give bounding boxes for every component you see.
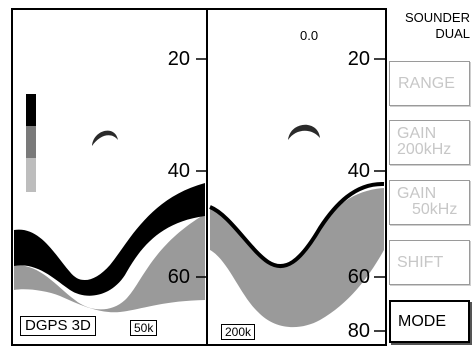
nav-status-badge: DGPS 3D <box>20 316 96 336</box>
right-depth-label-40: 40 <box>320 160 370 183</box>
mode-header-line1: SOUNDER <box>389 10 470 26</box>
right-depth-label-80: 80 <box>320 320 370 343</box>
left-depth-label-40: 40 <box>140 160 190 183</box>
gain-200khz-softkey-sublabel: 200kHz <box>397 142 451 158</box>
right-fish-echo <box>288 125 320 140</box>
color-bar-medium <box>26 126 36 158</box>
color-bar-weak <box>26 158 36 192</box>
left-depth-label-20: 20 <box>140 48 190 71</box>
gain-50khz-softkey[interactable]: GAIN 50kHz <box>389 180 470 225</box>
range-softkey-label: RANGE <box>398 76 455 92</box>
shift-softkey[interactable]: SHIFT <box>389 240 470 285</box>
gain-200khz-softkey[interactable]: GAIN 200kHz <box>389 120 470 165</box>
range-softkey[interactable]: RANGE <box>389 61 470 106</box>
left-depth-label-60: 60 <box>140 266 190 289</box>
gain-200khz-softkey-label: GAIN <box>397 126 436 142</box>
color-bar-strong <box>26 94 36 126</box>
right-depth-label-20: 20 <box>320 48 370 71</box>
left-frequency-badge: 50k <box>130 320 157 336</box>
gain-50khz-softkey-label: GAIN <box>397 186 436 202</box>
mode-softkey[interactable]: MODE <box>389 300 470 343</box>
gain-50khz-softkey-sublabel: 50kHz <box>412 202 457 218</box>
right-depth-label-60: 60 <box>320 266 370 289</box>
shift-softkey-label: SHIFT <box>397 255 443 271</box>
right-frequency-badge: 200k <box>221 324 255 340</box>
mode-header: SOUNDER DUAL <box>389 10 470 42</box>
mode-softkey-label: MODE <box>398 314 446 330</box>
shift-value: 0.0 <box>300 28 318 43</box>
left-fish-echo <box>92 131 118 146</box>
mode-header-line2: DUAL <box>389 26 470 42</box>
